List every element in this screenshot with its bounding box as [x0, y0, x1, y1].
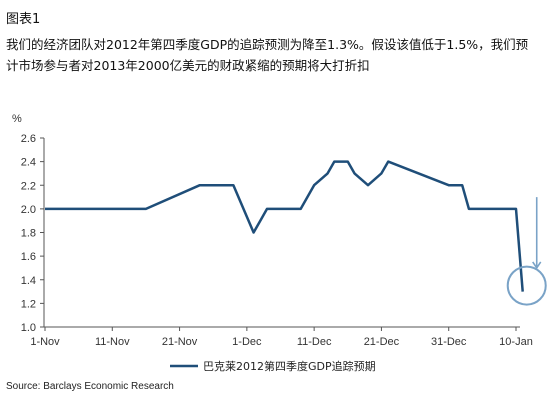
y-tick-label: 1.4: [21, 275, 36, 287]
y-axis-unit-label: %: [12, 113, 22, 125]
drop-annotation: [506, 197, 547, 306]
y-tick-label: 2.0: [21, 204, 36, 216]
y-tick-label: 1.0: [21, 322, 36, 334]
legend: 巴克莱2012第四季度GDP追踪预期: [170, 359, 376, 373]
y-axis-ticks: 1.0 1.2 1.4 1.6 1.8 2.0 2.2 2.4 2.6: [21, 133, 44, 334]
y-tick-label: 2.6: [21, 133, 36, 145]
x-tick-label: 1-Dec: [232, 336, 262, 348]
x-tick-label: 1-Nov: [30, 336, 60, 348]
x-axis-ticks: 1-Nov 11-Nov 21-Nov 1-Dec 11-Dec 21-Dec 31-Dec…: [30, 327, 533, 348]
y-tick-label: 2.2: [21, 180, 36, 192]
x-tick-label: 21-Nov: [162, 336, 198, 348]
x-tick-label: 31-Dec: [431, 336, 467, 348]
x-tick-label: 10-Jan: [499, 336, 533, 348]
chart-subtitle: 我们的经济团队对2012年第四季度GDP的追踪预测为降至1.3%。假设该值低于1…: [6, 37, 529, 73]
source-note: Source: Barclays Economic Research: [6, 381, 174, 392]
figure-label: 图表1: [6, 12, 41, 27]
y-tick-label: 1.8: [21, 228, 36, 240]
down-arrow-head: [532, 261, 542, 270]
y-tick-label: 1.6: [21, 251, 36, 263]
y-tick-label: 2.4: [21, 157, 36, 169]
y-tick-label: 1.2: [21, 298, 36, 310]
x-tick-label: 21-Dec: [364, 336, 400, 348]
x-tick-label: 11-Nov: [95, 336, 130, 348]
highlight-circle: [506, 265, 547, 306]
legend-label: 巴克莱2012第四季度GDP追踪预期: [203, 359, 376, 373]
x-tick-label: 11-Dec: [297, 336, 332, 348]
gdp-tracking-series-line: [45, 160, 524, 292]
